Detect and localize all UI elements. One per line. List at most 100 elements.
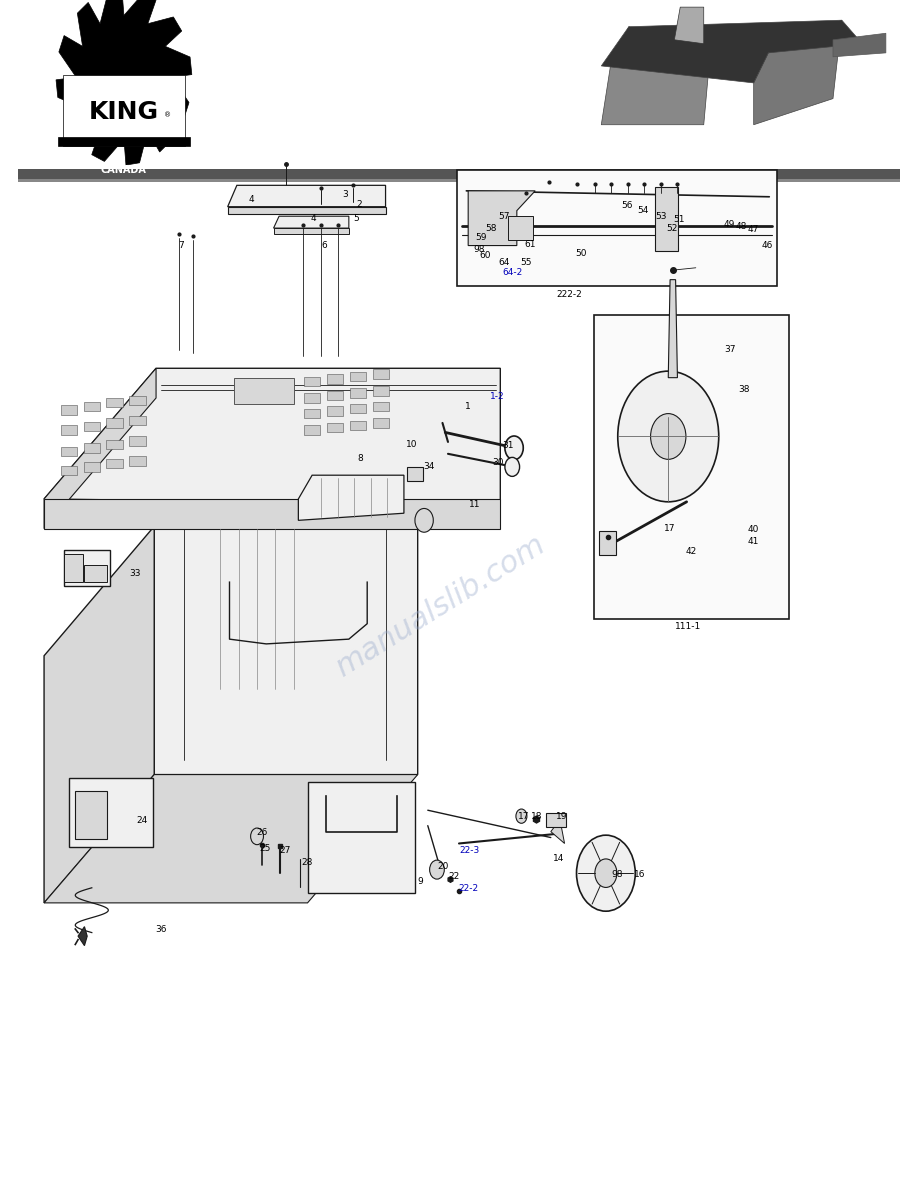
Bar <box>63 75 185 146</box>
Bar <box>350 421 366 430</box>
Circle shape <box>415 508 433 532</box>
Bar <box>546 813 566 827</box>
Circle shape <box>595 859 617 887</box>
Text: 7: 7 <box>178 241 184 251</box>
Bar <box>304 393 320 403</box>
Text: 58: 58 <box>486 223 497 233</box>
Bar <box>18 169 900 179</box>
Text: 26: 26 <box>256 828 267 838</box>
Polygon shape <box>551 820 565 843</box>
Text: 25: 25 <box>260 843 271 853</box>
Bar <box>106 459 123 468</box>
Polygon shape <box>154 499 418 775</box>
Text: 11: 11 <box>469 500 480 510</box>
Bar <box>61 466 77 475</box>
Circle shape <box>251 828 263 845</box>
Polygon shape <box>228 207 386 214</box>
Bar <box>129 436 146 446</box>
Text: 42: 42 <box>686 546 697 556</box>
Bar <box>594 315 789 619</box>
Text: 27: 27 <box>280 846 291 855</box>
Bar <box>327 391 343 400</box>
Bar <box>304 425 320 435</box>
Text: 111-1: 111-1 <box>676 621 701 631</box>
Text: 98: 98 <box>611 870 622 879</box>
Text: 16: 16 <box>634 870 645 879</box>
Text: 57: 57 <box>498 211 509 221</box>
Polygon shape <box>44 368 156 529</box>
Polygon shape <box>308 782 415 893</box>
Polygon shape <box>601 27 710 125</box>
Text: 28: 28 <box>301 858 312 867</box>
Polygon shape <box>833 33 886 57</box>
Text: 61: 61 <box>524 240 535 249</box>
Text: 14: 14 <box>553 854 564 864</box>
Text: ®: ® <box>164 113 172 119</box>
Text: 20: 20 <box>438 861 449 871</box>
Bar <box>84 443 100 453</box>
Bar <box>407 467 423 481</box>
Text: 9: 9 <box>418 877 423 886</box>
Circle shape <box>516 809 527 823</box>
Bar <box>129 396 146 405</box>
Polygon shape <box>601 20 862 83</box>
Text: 222-2: 222-2 <box>556 290 582 299</box>
Text: 34: 34 <box>423 462 434 472</box>
Bar <box>508 216 533 240</box>
Text: 30: 30 <box>493 457 504 467</box>
Polygon shape <box>655 188 678 252</box>
Bar <box>304 377 320 386</box>
Bar <box>373 418 389 428</box>
Circle shape <box>651 413 686 460</box>
Bar <box>106 440 123 449</box>
Polygon shape <box>274 216 349 228</box>
Text: 47: 47 <box>747 225 758 234</box>
Text: 51: 51 <box>674 215 685 225</box>
Bar <box>350 372 366 381</box>
Polygon shape <box>44 368 500 505</box>
Text: 46: 46 <box>762 241 773 251</box>
Bar <box>457 170 777 286</box>
Text: 6: 6 <box>321 241 327 251</box>
Text: manualslib.com: manualslib.com <box>330 530 551 682</box>
Text: 56: 56 <box>621 201 633 210</box>
Text: 22-3: 22-3 <box>459 846 479 855</box>
Text: 22-2: 22-2 <box>458 884 478 893</box>
Polygon shape <box>44 526 154 903</box>
Text: 50: 50 <box>576 248 587 258</box>
Text: 33: 33 <box>129 569 140 579</box>
Text: 48: 48 <box>736 222 747 232</box>
Text: 3: 3 <box>342 190 348 200</box>
Bar <box>75 791 107 839</box>
Bar <box>61 405 77 415</box>
Bar <box>58 137 190 146</box>
Bar <box>64 550 110 586</box>
Text: 60: 60 <box>480 251 491 260</box>
Text: KING: KING <box>89 100 159 125</box>
Polygon shape <box>468 191 535 246</box>
Text: 2: 2 <box>356 200 362 209</box>
Circle shape <box>505 436 523 460</box>
Bar <box>304 409 320 418</box>
Bar <box>84 422 100 431</box>
Polygon shape <box>56 0 192 165</box>
Text: 41: 41 <box>747 537 758 546</box>
Text: CANADA: CANADA <box>101 165 147 175</box>
Polygon shape <box>274 228 349 234</box>
Bar <box>327 374 343 384</box>
Bar <box>84 402 100 411</box>
Bar <box>327 423 343 432</box>
Bar <box>61 425 77 435</box>
Text: 64-2: 64-2 <box>502 267 522 277</box>
Text: 36: 36 <box>155 924 166 934</box>
Circle shape <box>577 835 635 911</box>
Bar <box>69 778 153 847</box>
Polygon shape <box>675 7 704 44</box>
Circle shape <box>618 371 719 501</box>
Text: 49: 49 <box>723 220 734 229</box>
Bar <box>106 418 123 428</box>
Bar <box>350 404 366 413</box>
Text: 37: 37 <box>724 345 735 354</box>
Text: 19: 19 <box>556 811 567 821</box>
Circle shape <box>430 860 444 879</box>
